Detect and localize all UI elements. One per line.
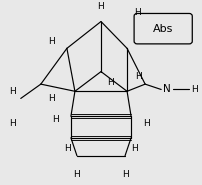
Text: H: H [131,144,138,153]
FancyBboxPatch shape [134,14,192,44]
Text: H: H [134,8,140,17]
Text: Abs: Abs [153,24,173,34]
Text: H: H [191,85,198,94]
Text: H: H [122,170,128,179]
Text: H: H [74,170,80,179]
Text: H: H [143,119,150,128]
Text: H: H [48,37,55,46]
Text: H: H [52,115,59,124]
Text: H: H [98,2,104,11]
Text: H: H [9,87,16,96]
Text: H: H [48,94,55,103]
Text: H: H [9,119,16,128]
Text: H: H [64,144,71,153]
Text: H: H [135,73,142,81]
Text: N: N [163,85,171,95]
Text: H: H [107,78,114,87]
